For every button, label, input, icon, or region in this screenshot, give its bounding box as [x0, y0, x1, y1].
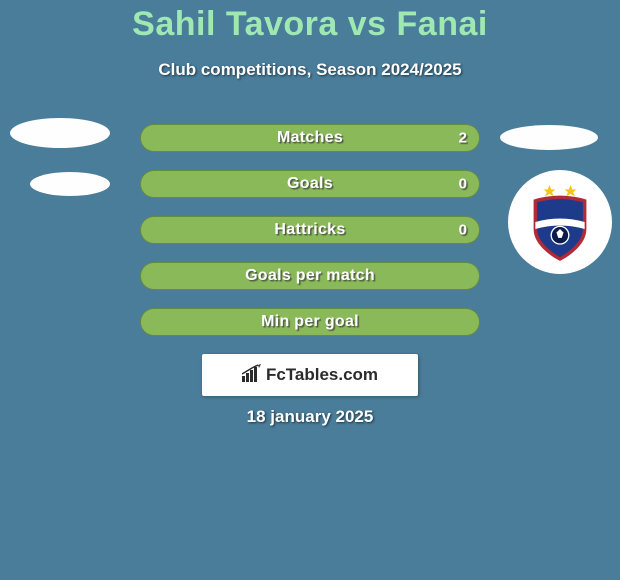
- stat-bar: Hattricks 0: [140, 216, 480, 244]
- stat-bar-label: Hattricks: [274, 221, 345, 239]
- fctables-logo: FcTables.com: [202, 354, 418, 396]
- club-badge: [508, 170, 612, 274]
- stat-bar: Min per goal: [140, 308, 480, 336]
- stat-bar-value-right: 2: [459, 130, 467, 147]
- stat-bar-label: Goals per match: [245, 267, 375, 285]
- stat-bar-value-right: 0: [459, 176, 467, 193]
- stat-bar-label: Matches: [277, 129, 343, 147]
- stat-bar-value-right: 0: [459, 222, 467, 239]
- stats-bars: Matches 2 Goals 0 Hattricks 0 Goals per match M…: [140, 124, 480, 354]
- bar-chart-icon: [242, 364, 262, 387]
- club-badge-svg: [516, 178, 604, 266]
- date-label: 18 january 2025: [0, 407, 620, 427]
- right-top-ellipse: [500, 125, 598, 150]
- stat-bar: Goals per match: [140, 262, 480, 290]
- stat-bar: Matches 2: [140, 124, 480, 152]
- fctables-logo-text: FcTables.com: [266, 365, 378, 385]
- page-title: Sahil Tavora vs Fanai: [0, 5, 620, 44]
- badge-stars: [543, 185, 576, 196]
- stat-bar: Goals 0: [140, 170, 480, 198]
- stat-bar-label: Min per goal: [261, 313, 359, 331]
- stat-bar-label: Goals: [287, 175, 333, 193]
- decorative-ellipse: [30, 172, 110, 196]
- decorative-ellipse: [10, 118, 110, 148]
- subtitle: Club competitions, Season 2024/2025: [0, 60, 620, 80]
